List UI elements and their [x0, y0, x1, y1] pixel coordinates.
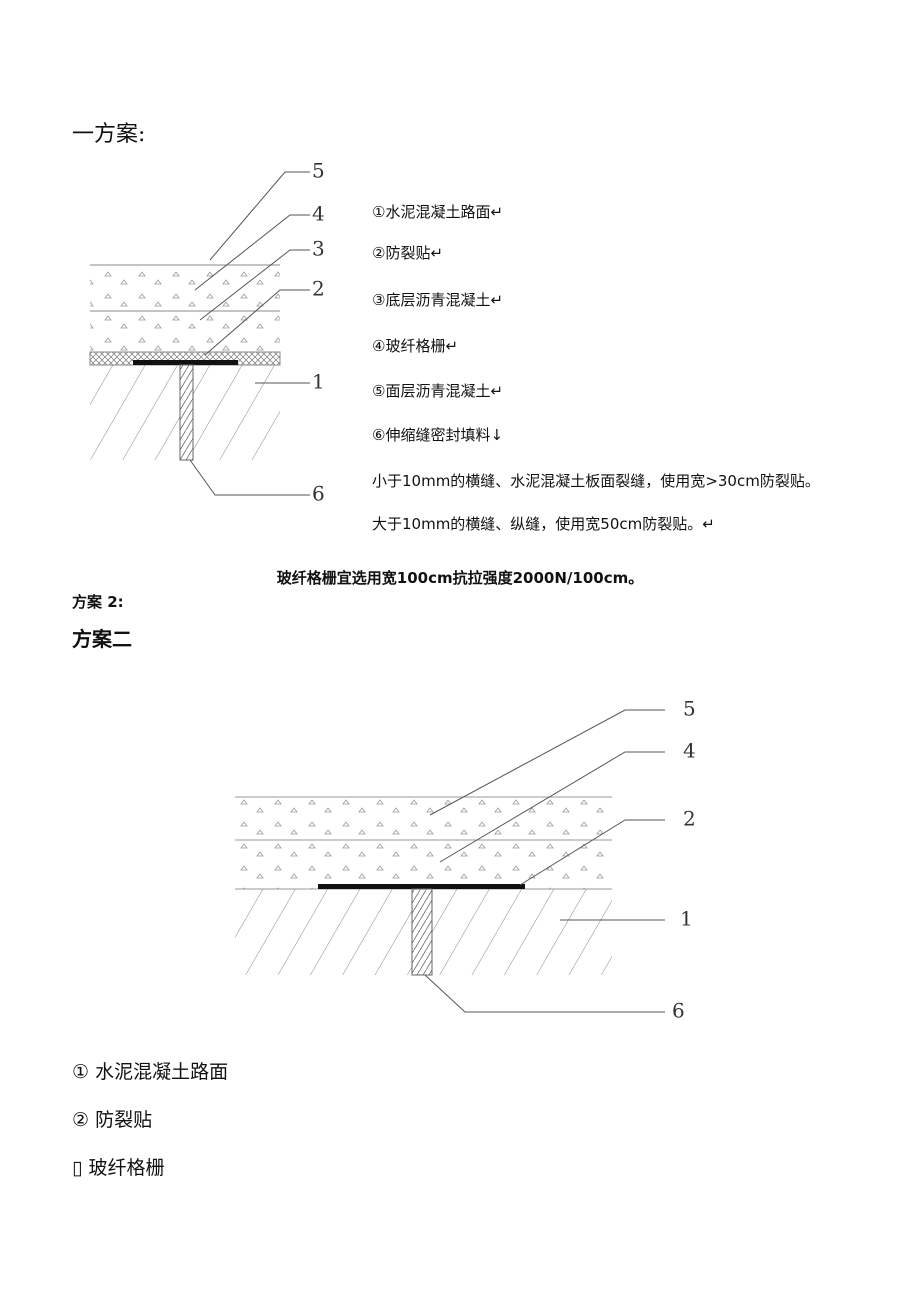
diagram-label: 2 — [312, 277, 325, 301]
heading: 方案二 — [72, 627, 132, 651]
legend-item: ⑤面层沥青混凝土↵ — [372, 382, 504, 400]
list-item: ② 防裂贴 — [72, 1109, 153, 1131]
diagram-1 — [89, 171, 310, 496]
diagram-label: 1 — [680, 907, 693, 931]
diagram-label: 5 — [683, 697, 696, 721]
diagram-2 — [235, 709, 665, 1013]
note: 大于10mm的横缝、纵缝，使用宽50cm防裂贴。↵ — [372, 515, 715, 533]
legend-item: ④玻纤格栅↵ — [372, 337, 459, 355]
diagram-label: 3 — [312, 237, 325, 261]
list-item: ① 水泥混凝土路面 — [72, 1061, 229, 1083]
legend-item: ⑥伸缩缝密封填料↓ — [372, 426, 504, 444]
list-item: ▯ 玻纤格栅 — [72, 1157, 165, 1179]
diagram-label: 2 — [683, 807, 696, 831]
diagram-label: 4 — [312, 202, 325, 226]
legend-item: ②防裂贴↵ — [372, 244, 444, 262]
diagram-label: 6 — [312, 482, 325, 506]
legend-item: ①水泥混凝土路面↵ — [372, 203, 504, 221]
diagram-label: 1 — [312, 370, 325, 394]
subtitle: 方案 2: — [72, 593, 124, 611]
diagram-label: 6 — [672, 999, 685, 1023]
note: 小于10mm的横缝、水泥混凝土板面裂缝，使用宽>30cm防裂贴。 — [372, 472, 820, 490]
emphasis: 玻纤格栅宜选用宽100cm抗拉强度2000N/100cm。 — [276, 569, 644, 587]
legend-item: ③底层沥青混凝土↵ — [372, 291, 504, 309]
diagram-label: 5 — [312, 159, 325, 183]
diagram-label: 4 — [683, 739, 696, 763]
heading: 一方案: — [72, 122, 146, 147]
